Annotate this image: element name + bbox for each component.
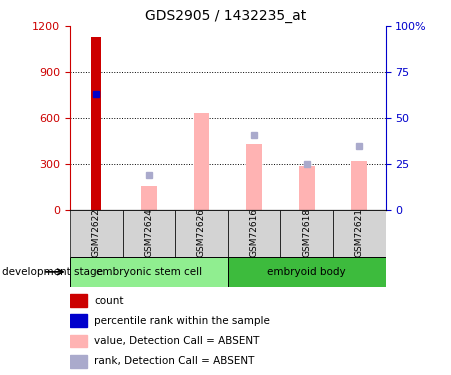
Bar (193, 113, 209, 210)
Bar (333, 210, 386, 257)
Bar (299, 166, 315, 210)
Bar (141, 186, 157, 210)
Text: GDS2905 / 1432235_at: GDS2905 / 1432235_at (145, 9, 306, 23)
Text: count: count (94, 296, 124, 306)
Bar (123, 210, 175, 257)
Bar (175, 210, 228, 257)
Text: GSM72618: GSM72618 (302, 208, 311, 257)
Bar (70, 294, 87, 307)
Bar (246, 144, 262, 210)
Bar (70, 355, 87, 368)
Bar (70, 314, 87, 327)
Text: GSM72616: GSM72616 (249, 208, 258, 257)
Bar (70, 257, 228, 287)
Text: development stage: development stage (2, 267, 103, 277)
Text: embryoid body: embryoid body (267, 267, 346, 277)
Text: rank, Detection Call = ABSENT: rank, Detection Call = ABSENT (94, 356, 254, 366)
Text: embryonic stem cell: embryonic stem cell (96, 267, 202, 277)
Bar (281, 210, 333, 257)
Text: value, Detection Call = ABSENT: value, Detection Call = ABSENT (94, 336, 259, 346)
Text: GSM72624: GSM72624 (144, 208, 153, 257)
Bar (228, 210, 281, 257)
Text: percentile rank within the sample: percentile rank within the sample (94, 316, 270, 326)
Text: GSM72622: GSM72622 (92, 208, 101, 257)
Bar (351, 161, 367, 210)
Bar (70, 334, 87, 348)
Text: GSM72626: GSM72626 (197, 208, 206, 257)
Bar (228, 257, 386, 287)
Text: GSM72621: GSM72621 (355, 208, 364, 257)
Bar (91, 37, 101, 210)
Bar (70, 210, 123, 257)
